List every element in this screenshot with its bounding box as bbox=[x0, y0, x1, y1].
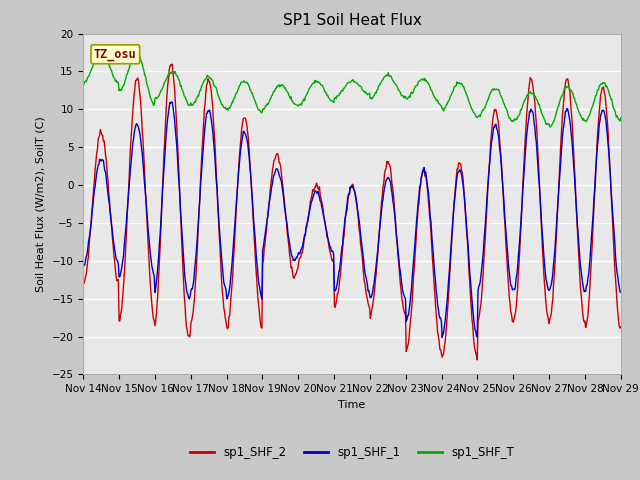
sp1_SHF_2 bbox=[168, 61, 176, 67]
sp1_SHF_2 bbox=[418, 172, 426, 178]
sp1_SHF_2 bbox=[474, 357, 481, 363]
sp1_SHF_1 bbox=[200, 139, 207, 144]
sp1_SHF_1 bbox=[434, 302, 442, 308]
sp1_SHF_T bbox=[89, 63, 97, 69]
sp1_SHF_1 bbox=[228, 261, 236, 267]
sp1_SHF_2 bbox=[200, 120, 207, 126]
sp1_SHF_T bbox=[434, 97, 442, 103]
sp1_SHF_T bbox=[228, 99, 236, 105]
sp1_SHF_1 bbox=[145, 228, 152, 234]
sp1_SHF_2 bbox=[89, 195, 97, 201]
sp1_SHF_2 bbox=[228, 281, 236, 287]
Y-axis label: Soil Heat Flux (W/m2), SoilT (C): Soil Heat Flux (W/m2), SoilT (C) bbox=[36, 116, 46, 292]
sp1_SHF_2 bbox=[79, 278, 87, 284]
sp1_SHF_T bbox=[617, 115, 625, 120]
sp1_SHF_T bbox=[79, 82, 87, 88]
sp1_SHF_T bbox=[200, 79, 207, 85]
sp1_SHF_T bbox=[418, 77, 426, 83]
Text: TZ_osu: TZ_osu bbox=[94, 48, 137, 61]
sp1_SHF_1 bbox=[79, 264, 87, 270]
sp1_SHF_2 bbox=[434, 329, 442, 335]
sp1_SHF_1 bbox=[438, 335, 446, 340]
sp1_SHF_1 bbox=[89, 203, 97, 208]
sp1_SHF_1 bbox=[168, 99, 176, 105]
sp1_SHF_1 bbox=[617, 289, 625, 295]
sp1_SHF_2 bbox=[145, 243, 152, 249]
sp1_SHF_1 bbox=[418, 172, 426, 178]
sp1_SHF_2 bbox=[617, 324, 625, 330]
X-axis label: Time: Time bbox=[339, 400, 365, 409]
Legend: sp1_SHF_2, sp1_SHF_1, sp1_SHF_T: sp1_SHF_2, sp1_SHF_1, sp1_SHF_T bbox=[186, 442, 518, 464]
Title: SP1 Soil Heat Flux: SP1 Soil Heat Flux bbox=[283, 13, 421, 28]
sp1_SHF_T bbox=[97, 48, 105, 54]
sp1_SHF_T bbox=[547, 124, 554, 130]
Line: sp1_SHF_1: sp1_SHF_1 bbox=[83, 102, 621, 337]
sp1_SHF_T bbox=[145, 89, 153, 95]
Line: sp1_SHF_2: sp1_SHF_2 bbox=[83, 64, 621, 360]
Line: sp1_SHF_T: sp1_SHF_T bbox=[83, 51, 621, 127]
